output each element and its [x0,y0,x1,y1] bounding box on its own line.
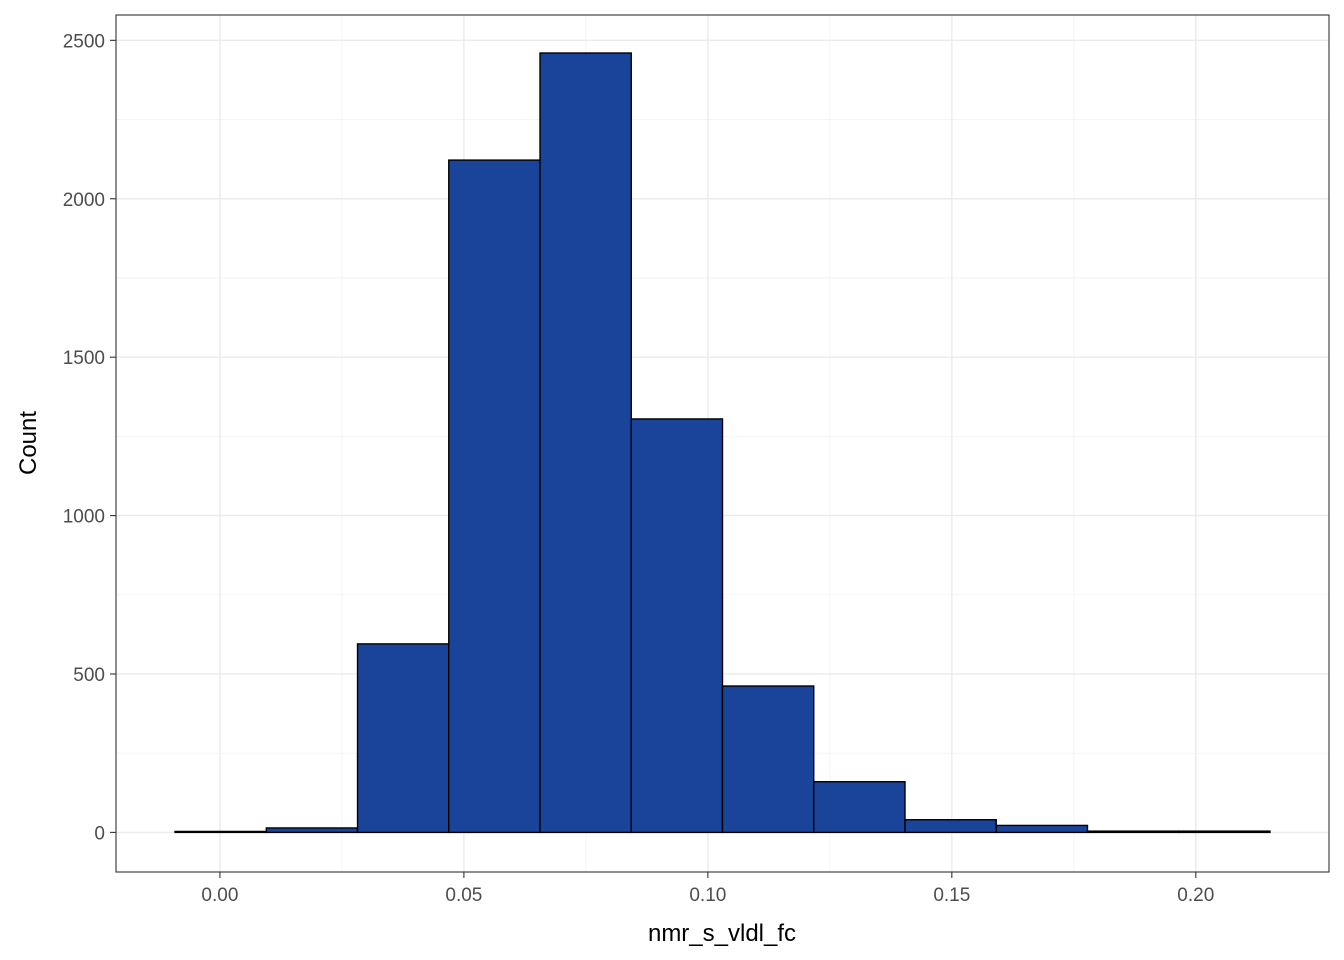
histogram-bar [630,418,724,834]
histogram-bar [904,819,997,834]
y-tick-label: 0 [94,823,105,844]
histogram-bar [539,52,632,834]
histogram-bar [1086,830,1180,834]
x-tick-label: 0.20 [1177,885,1214,906]
histogram-bar [265,827,359,834]
histogram-bar [995,824,1089,834]
y-axis: 0 500 1000 1500 2000 2500 [63,31,116,844]
y-tick-label: 1000 [63,507,105,528]
histogram-bar [1178,830,1271,834]
histogram-bar [721,685,815,834]
histogram-bar [174,830,267,834]
x-tick-label: 0.15 [933,885,970,906]
x-tick-label: 0.00 [201,885,238,906]
x-axis: 0.00 0.05 0.10 0.15 0.20 [201,872,1214,906]
x-axis-title: nmr_s_vldl_fc [648,920,796,947]
panel-border [115,14,1330,873]
histogram-bars [174,52,1271,834]
x-tick-label: 0.05 [445,885,482,906]
x-tick-label: 0.10 [689,885,726,906]
y-tick-label: 500 [73,665,105,686]
y-tick-label: 2000 [63,190,105,211]
histogram-bar [356,643,450,834]
histogram-bar [813,781,906,834]
y-axis-title: Count [15,411,42,475]
histogram-bar [448,159,541,834]
y-tick-label: 1500 [63,348,105,369]
y-tick-label: 2500 [63,31,105,52]
